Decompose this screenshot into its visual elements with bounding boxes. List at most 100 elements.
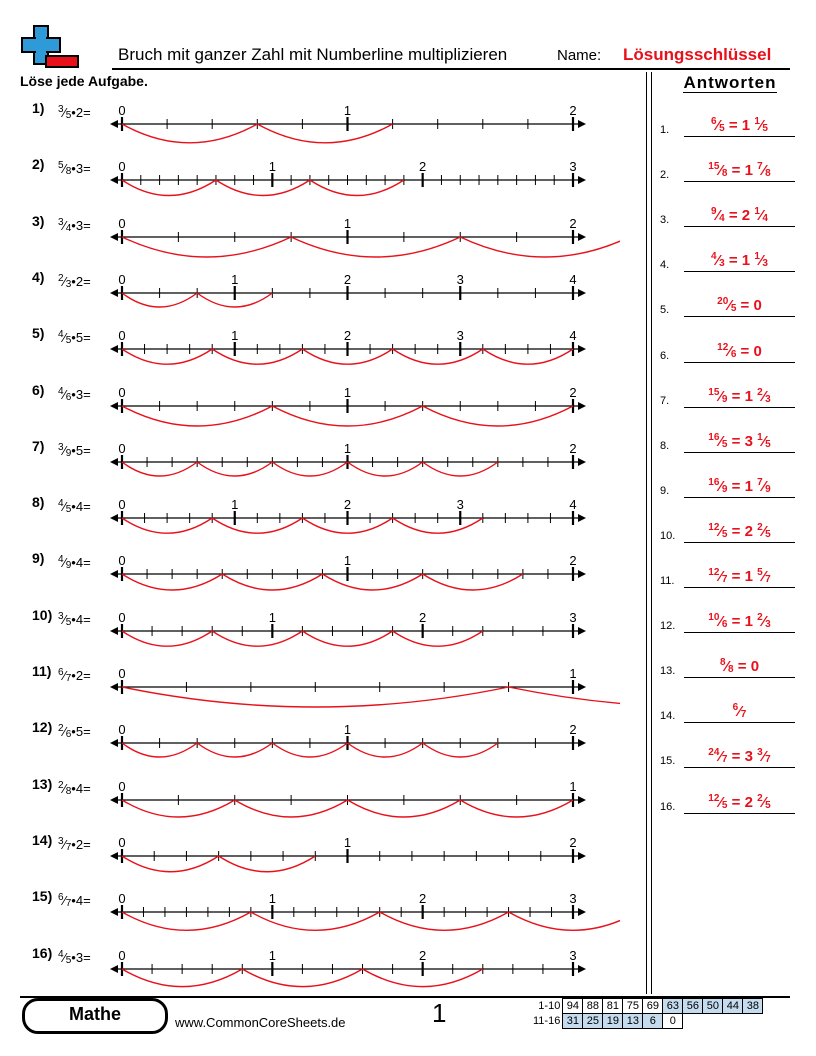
answer-row: 6. 12⁄6 = 0 — [660, 333, 795, 363]
answer-row: 8. 16⁄5 = 3 1⁄5 — [660, 423, 795, 453]
hop-arc — [459, 798, 574, 818]
left-arrow-icon — [110, 345, 118, 354]
score-cell: 56 — [682, 998, 704, 1014]
tick-label: 1 — [344, 216, 351, 231]
tick-label: 1 — [344, 385, 351, 400]
denominator: 9 — [65, 447, 72, 459]
numerator: 3 — [58, 835, 64, 847]
answer-denominator: 4 — [719, 213, 725, 225]
tick-label: 1 — [231, 497, 238, 512]
hop-arc — [121, 911, 252, 932]
answer-whole: 1 — [744, 477, 753, 495]
denominator: 7 — [65, 841, 72, 853]
problem-expression: 4⁄6•3= — [58, 385, 91, 403]
score-cell: 6 — [642, 1013, 664, 1029]
tick-label: 0 — [118, 666, 125, 681]
hop-arc — [121, 573, 223, 591]
answer-key-label: Lösungsschlüssel — [623, 45, 772, 64]
multiplier: 4 — [75, 611, 84, 627]
answer-line — [684, 541, 795, 543]
answer-numerator: 12 — [717, 341, 729, 353]
answer-denominator: 5 — [719, 123, 725, 134]
answer-row: 5. 20⁄5 = 0 — [660, 287, 795, 318]
problem-expression: 4⁄5•4= — [58, 498, 91, 516]
tick-label: 2 — [569, 835, 576, 850]
multiplier: 2 — [75, 836, 84, 852]
left-arrow-icon — [110, 851, 118, 860]
answer-number: 4. — [660, 259, 670, 272]
hop-arc — [121, 179, 217, 197]
website-label: www.CommonCoreSheets.de — [175, 1015, 346, 1030]
instructions: Löse jede Aufgabe. — [20, 73, 148, 89]
tick-label: 2 — [569, 441, 576, 456]
score-cell: 31 — [562, 1013, 584, 1029]
answer-value: 6⁄5 = 1 1⁄5 — [711, 116, 768, 134]
tick-label: 0 — [118, 835, 125, 850]
hop-arc — [121, 404, 273, 427]
number-line: 0 1 2 — [110, 103, 586, 144]
tick-label: 0 — [118, 441, 125, 456]
number-line: 0 1 2 3 — [110, 159, 586, 197]
right-arrow-icon — [578, 626, 586, 635]
problem-row: 3) 3⁄4•3= 0 1 2 — [20, 213, 640, 258]
right-arrow-icon — [578, 964, 586, 973]
hop-arc — [347, 742, 424, 759]
problem-row: 2) 5⁄8•3= 0 1 2 3 — [20, 156, 640, 197]
right-arrow-icon — [578, 176, 586, 185]
hop-arc — [121, 461, 198, 477]
problem-number: 4) — [32, 268, 45, 285]
problem-row: 15) 6⁄7•4= 0 1 2 3 — [20, 888, 640, 932]
hop-arc — [362, 967, 484, 987]
number-line: 0 1 2 — [110, 441, 586, 477]
tick-label: 3 — [457, 497, 464, 512]
hop-arc — [121, 967, 243, 987]
tick-label: 2 — [419, 948, 426, 963]
numerator: 3 — [58, 441, 64, 453]
hop-arc — [256, 123, 393, 144]
multiplier: 4 — [75, 499, 84, 515]
score-cell: 19 — [602, 1013, 624, 1029]
tick-label: 0 — [118, 216, 125, 231]
answer-value: 12⁄5 = 2 2⁄5 — [708, 521, 771, 540]
denominator: 7 — [65, 898, 72, 910]
answer-row: 1. 6⁄5 = 1 1⁄5 — [660, 107, 795, 137]
answer-value: 16⁄9 = 1 7⁄9 — [708, 476, 771, 495]
tick-label: 3 — [569, 610, 576, 625]
problem-number: 11) — [32, 663, 52, 679]
left-arrow-icon — [110, 176, 118, 185]
multiplier: 3 — [75, 161, 84, 177]
footer-rule — [20, 996, 790, 998]
answer-line — [684, 677, 795, 679]
answers-heading: Antworten — [660, 73, 800, 93]
tick-label: 1 — [269, 610, 276, 625]
score-cell: 44 — [722, 998, 744, 1014]
answer-mixed-numerator: 7 — [757, 476, 763, 488]
right-arrow-icon — [578, 795, 586, 804]
answer-denominator: 7 — [721, 574, 728, 585]
subject-badge — [22, 998, 168, 1034]
problem-row: 12) 2⁄6•5= 0 1 2 — [20, 719, 640, 759]
answer-number: 15. — [660, 755, 676, 768]
tick-label: 1 — [344, 553, 351, 568]
answer-mixed-numerator: 5 — [757, 567, 763, 578]
tick-label: 0 — [118, 385, 125, 400]
tick-label: 0 — [118, 497, 125, 512]
hop-arc — [121, 686, 509, 708]
hop-arc — [121, 855, 220, 873]
name-label: Name: — [557, 47, 602, 64]
hop-arc — [121, 517, 213, 534]
tick-label: 0 — [118, 779, 125, 794]
number-line: 0 1 2 — [110, 722, 586, 759]
answer-number: 5. — [660, 304, 670, 317]
score-row: 11-16 31 25 19 13 6 0 — [530, 1013, 763, 1029]
denominator: 3 — [65, 278, 72, 290]
hop-arc — [422, 404, 574, 427]
hop-arc — [211, 630, 303, 647]
answer-row: 15. 24⁄7 = 3 3⁄7 — [660, 738, 795, 769]
multiplier: 5 — [75, 724, 84, 740]
problem-expression: 6⁄7•2= — [58, 667, 91, 684]
hop-arc — [271, 461, 348, 477]
answer-numerator: 12 — [708, 521, 720, 533]
answer-mixed-denominator: 3 — [762, 258, 768, 270]
answer-row: 7. 15⁄9 = 1 2⁄3 — [660, 378, 795, 408]
